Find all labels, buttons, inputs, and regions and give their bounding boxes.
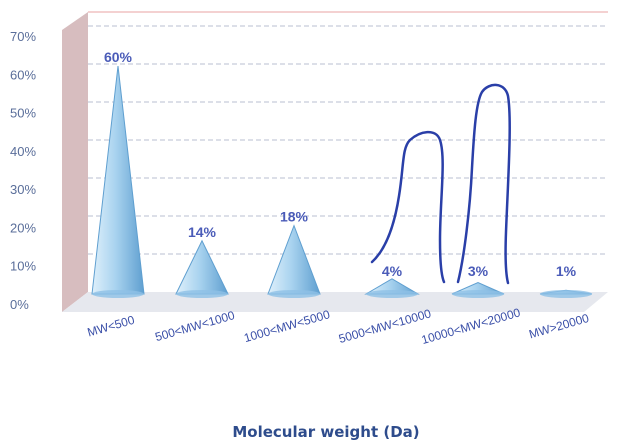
annotation-loop	[370, 130, 446, 284]
y-tick-label: 20%	[10, 220, 36, 235]
bar-base	[366, 290, 418, 298]
x-tick-label: 500<MW<1000	[154, 308, 237, 344]
data-label: 18%	[280, 209, 309, 225]
data-label: 14%	[188, 224, 217, 240]
y-axis-ticks: 0% 10% 20% 30% 40% 50% 60% 70%	[10, 29, 36, 312]
bar-base	[540, 290, 592, 298]
data-labels: 60% 14% 18% 4% 3% 1%	[104, 49, 577, 279]
y-tick-label: 60%	[10, 67, 36, 82]
y-tick-label: 70%	[10, 29, 36, 44]
bar-base	[176, 290, 228, 298]
gridlines	[88, 25, 608, 255]
data-label: 4%	[382, 263, 403, 279]
bar-base	[92, 290, 144, 298]
x-tick-label: 5000<MW<10000	[337, 306, 433, 346]
chart-floor	[62, 292, 608, 312]
bar-base	[452, 290, 504, 298]
x-tick-label: 1000<MW<5000	[242, 307, 331, 345]
y-tick-label: 0%	[10, 297, 29, 312]
y-tick-label: 50%	[10, 106, 36, 121]
y-tick-label: 10%	[10, 259, 36, 274]
chart-marks	[91, 65, 593, 298]
x-tick-label: MW<500	[86, 313, 137, 340]
data-label: 60%	[104, 49, 133, 65]
y-tick-label: 30%	[10, 182, 36, 197]
x-tick-label: MW>20000	[527, 311, 590, 342]
annotation-loop	[456, 83, 511, 285]
chart-back-wall	[88, 12, 608, 292]
handwritten-annotation	[370, 83, 511, 285]
data-label: 1%	[556, 263, 577, 279]
chart-side-wall	[62, 12, 88, 312]
bar-base	[268, 290, 320, 298]
data-label: 3%	[468, 263, 489, 279]
y-tick-label: 40%	[10, 144, 36, 159]
x-axis-title: Molecular weight (Da)	[232, 423, 419, 441]
